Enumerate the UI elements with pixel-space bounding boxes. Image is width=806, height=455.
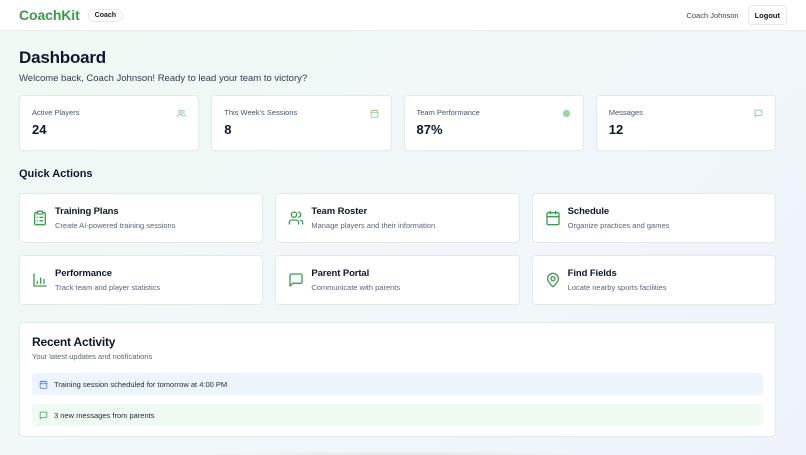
- calendar-icon: [39, 379, 48, 389]
- action-training-plans[interactable]: Training Plans Create AI-powered trainin…: [19, 193, 264, 243]
- action-description: Manage players and their information: [311, 221, 436, 230]
- action-title: Schedule: [567, 206, 610, 217]
- page-subtitle: Welcome back, Coach Johnson! Ready to le…: [19, 73, 308, 84]
- recent-activity-subtitle: Your latest updates and notifications: [32, 352, 153, 361]
- stat-value: 12: [608, 122, 624, 137]
- main-content: Dashboard Welcome back, Coach Johnson! R…: [0, 31, 806, 437]
- stat-label: This Week's Sessions: [224, 108, 298, 117]
- action-parent-portal[interactable]: Parent Portal Communicate with parents: [275, 255, 520, 305]
- recent-activity-card: Recent Activity Your latest updates and …: [19, 322, 776, 437]
- role-badge: Coach: [87, 8, 124, 22]
- activity-list: Training session scheduled for tomorrow …: [32, 373, 763, 426]
- stat-value: 87%: [416, 122, 443, 137]
- action-title: Training Plans: [55, 206, 119, 217]
- top-navigation-bar: CoachKit Coach Coach Johnson Logout: [0, 0, 806, 31]
- action-description: Organize practices and games: [567, 221, 670, 230]
- stat-label: Messages: [608, 108, 643, 117]
- stat-card-active-players: Active Players 24: [19, 95, 200, 151]
- message-icon: [39, 411, 48, 419]
- action-schedule[interactable]: Schedule Organize practices and games: [531, 193, 776, 243]
- clipboard-icon: [34, 210, 46, 226]
- action-title: Find Fields: [567, 268, 617, 279]
- user-area: Coach Johnson Logout: [686, 5, 787, 25]
- quick-actions-title: Quick Actions: [19, 168, 93, 180]
- stat-value: 24: [32, 122, 47, 137]
- activity-item[interactable]: Training session scheduled for tomorrow …: [32, 373, 763, 395]
- action-team-roster[interactable]: Team Roster Manage players and their inf…: [275, 193, 520, 243]
- action-description: Locate nearby sports facilities: [567, 283, 667, 292]
- stat-card-weekly-sessions: This Week's Sessions 8: [211, 95, 392, 151]
- users-icon: [177, 109, 186, 118]
- activity-text: 3 new messages from parents: [54, 410, 155, 420]
- message-icon: [754, 109, 763, 118]
- action-description: Track team and player statistics: [55, 283, 161, 292]
- page-title: Dashboard: [19, 48, 106, 67]
- action-title: Parent Portal: [311, 268, 370, 279]
- calendar-icon: [545, 210, 560, 226]
- brand-logo[interactable]: CoachKit: [19, 7, 80, 23]
- bottom-shadow: [180, 451, 626, 455]
- action-find-fields[interactable]: Find Fields Locate nearby sports facilit…: [531, 255, 776, 305]
- action-title: Team Roster: [311, 206, 368, 217]
- map-pin-icon: [546, 272, 559, 288]
- recent-activity-title: Recent Activity: [32, 335, 116, 349]
- stat-card-team-performance: Team Performance 87%: [403, 95, 584, 151]
- user-name: Coach Johnson: [686, 10, 739, 20]
- action-description: Create AI-powered training sessions: [55, 221, 176, 230]
- activity-item[interactable]: 3 new messages from parents: [32, 404, 763, 426]
- action-description: Communicate with parents: [311, 283, 401, 292]
- users-icon: [288, 211, 304, 225]
- stat-value: 8: [224, 122, 232, 137]
- target-icon: [562, 109, 570, 118]
- stat-card-messages: Messages 12: [595, 95, 776, 151]
- action-title: Performance: [55, 268, 112, 279]
- quick-actions-grid: Training Plans Create AI-powered trainin…: [19, 193, 776, 305]
- bar-chart-icon: [33, 273, 47, 287]
- calendar-icon: [370, 109, 378, 118]
- action-performance[interactable]: Performance Track team and player statis…: [19, 255, 264, 305]
- logout-button[interactable]: Logout: [747, 5, 787, 25]
- message-icon: [289, 273, 303, 287]
- stats-row: Active Players 24 This Week's Sessions 8…: [19, 95, 776, 151]
- activity-text: Training session scheduled for tomorrow …: [54, 379, 228, 389]
- stat-label: Active Players: [32, 108, 80, 117]
- stat-label: Team Performance: [416, 108, 480, 117]
